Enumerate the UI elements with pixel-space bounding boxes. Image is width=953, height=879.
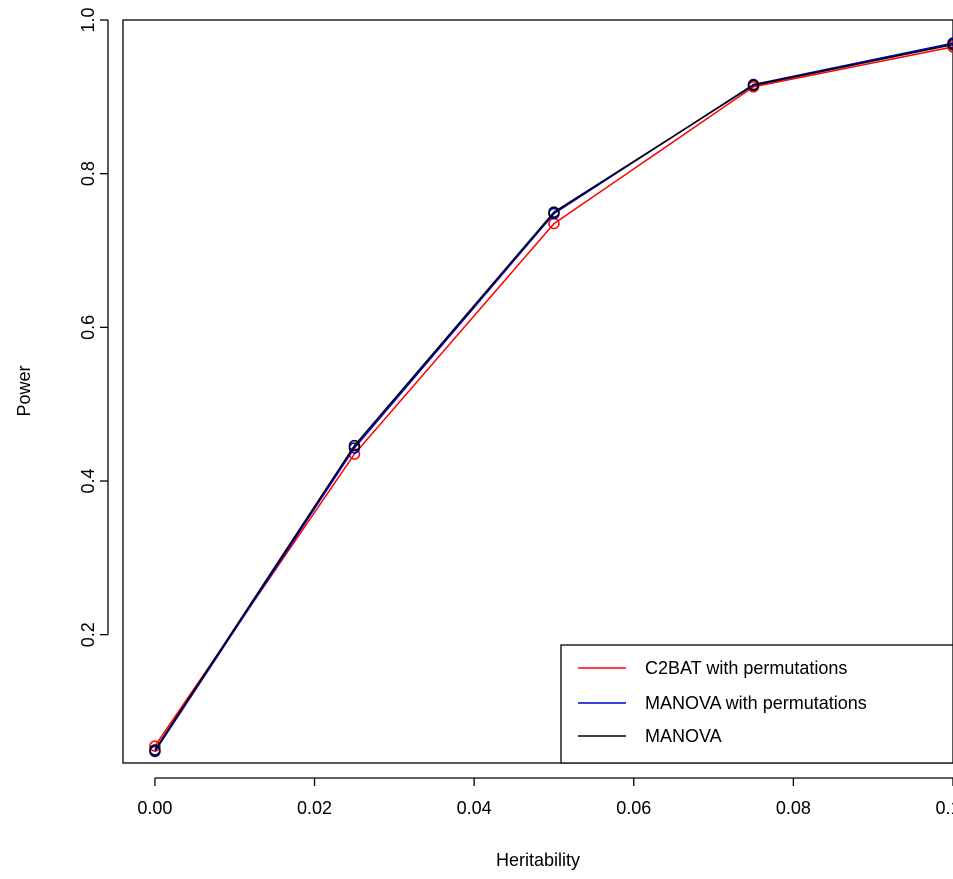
y-axis: 0.2 0.4 0.6 0.8 1.0 [78,7,109,647]
legend-label: C2BAT with permutations [645,658,847,678]
legend-label: MANOVA with permutations [645,693,867,713]
plot-frame [122,19,953,764]
data-point [149,744,161,756]
legend: C2BAT with permutations MANOVA with permu… [560,644,953,764]
data-point [947,38,953,51]
x-tick-label: 0.00 [137,798,172,818]
y-tick-label: 0.2 [78,622,98,647]
y-tick-label: 0.4 [78,468,98,493]
y-tick-label: 1.0 [78,7,98,32]
x-tick-label: 0.04 [457,798,492,818]
x-axis: 0.00 0.02 0.04 0.06 0.08 0.10 [137,777,953,818]
y-axis-title: Power [14,365,34,416]
data-point [548,206,560,218]
y-tick-label: 0.6 [78,315,98,340]
legend-box [560,644,953,764]
y-tick-label: 0.8 [78,161,98,186]
series-layer [149,37,953,758]
x-axis-title: Heritability [496,850,580,870]
series-2 [149,38,953,756]
series-line [154,46,953,747]
x-tick-label: 0.10 [935,798,953,818]
x-tick-label: 0.08 [776,798,811,818]
series-line [154,42,953,752]
data-point [747,79,760,92]
series-line [154,43,953,751]
data-point [348,439,361,452]
legend-label: MANOVA [645,726,722,746]
x-tick-label: 0.02 [297,798,332,818]
x-tick-label: 0.06 [616,798,651,818]
